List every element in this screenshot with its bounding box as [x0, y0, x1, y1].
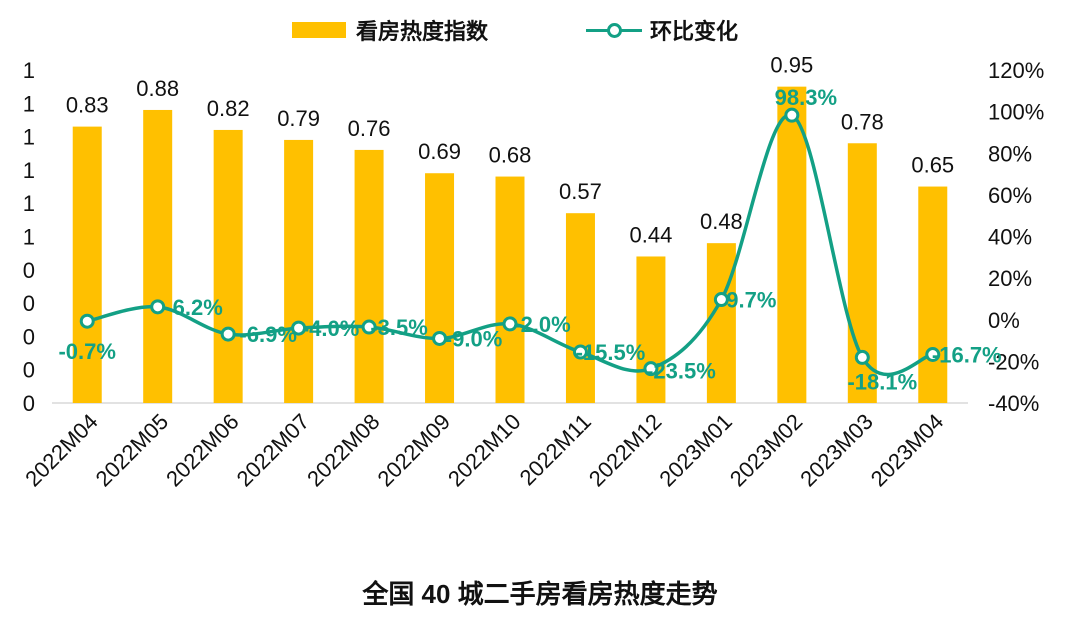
- line-point: [572, 344, 588, 360]
- line-value-label: -23.5%: [646, 359, 716, 384]
- bar: [777, 86, 807, 404]
- y-right-tick-label: 120%: [988, 58, 1044, 83]
- line-point: [432, 330, 448, 346]
- x-tick-label: 2022M12: [584, 409, 667, 492]
- line-point: [713, 292, 729, 308]
- line-point: [220, 326, 236, 342]
- y-left-tick-label: 1: [23, 58, 35, 83]
- bar: [706, 243, 736, 403]
- bar: [495, 176, 525, 403]
- y-right-tick-label: 0%: [988, 308, 1020, 333]
- line-point: [150, 299, 166, 315]
- legend-line-label: 环比变化: [650, 19, 739, 44]
- y-left-tick-label: 1: [23, 158, 35, 183]
- y-left-tick-label: 1: [23, 125, 35, 150]
- y-right-tick-label: 20%: [988, 266, 1032, 291]
- y-right-tick-label: -20%: [988, 349, 1039, 374]
- bar: [143, 109, 173, 404]
- bar: [425, 173, 455, 403]
- x-tick-label: 2022M08: [302, 409, 385, 492]
- y-left-tick-label: 0: [23, 258, 35, 283]
- line-value-label: -18.1%: [847, 369, 917, 394]
- bar-value-label: 0.44: [630, 222, 673, 247]
- bar: [354, 149, 384, 403]
- bar-value-label: 0.68: [489, 143, 532, 168]
- bar-value-label: 0.76: [348, 116, 391, 141]
- bar-value-label: 0.78: [841, 109, 884, 134]
- y-right-tick-label: -40%: [988, 391, 1039, 416]
- bar-value-label: 0.65: [911, 153, 954, 178]
- bar: [213, 129, 243, 403]
- bar-value-label: 0.79: [277, 106, 320, 131]
- line-point: [502, 316, 518, 332]
- line-value-label: 6.2%: [173, 295, 223, 320]
- legend-line-swatch: [586, 20, 642, 40]
- x-tick-label: 2022M11: [515, 409, 596, 490]
- bar-value-label: 0.83: [66, 93, 109, 118]
- line-value-label: -16.7%: [932, 343, 1002, 368]
- line-value-label: -6.9%: [239, 322, 296, 347]
- x-tick-label: 2023M01: [654, 409, 737, 492]
- line-value-label: -4.0%: [302, 316, 359, 341]
- bar: [565, 213, 595, 403]
- line-point: [925, 347, 941, 363]
- y-left-tick-label: 0: [23, 391, 35, 416]
- y-left-tick-label: 1: [23, 91, 35, 116]
- bar: [72, 126, 102, 404]
- line-value-label: -9.0%: [445, 326, 502, 351]
- line-value-label: -15.5%: [576, 340, 646, 365]
- line-value-label: -2.0%: [513, 312, 570, 337]
- chart-caption: 全国 40 城二手房看房热度走势: [362, 579, 718, 609]
- bar-value-label: 0.88: [136, 76, 179, 101]
- x-tick-label: 2022M07: [232, 409, 315, 492]
- y-right-tick-label: 80%: [988, 141, 1032, 166]
- x-tick-label: 2023M02: [725, 409, 808, 492]
- x-tick-label: 2022M05: [91, 409, 174, 492]
- line-point: [361, 319, 377, 335]
- line-point: [643, 361, 659, 377]
- legend-item-bar: 看房热度指数: [292, 14, 488, 46]
- line-value-label: -3.5%: [370, 315, 427, 340]
- x-tick-label: 2022M04: [20, 409, 103, 492]
- y-left-tick-label: 1: [23, 191, 35, 216]
- bar-value-label: 0.57: [559, 179, 602, 204]
- bar: [636, 256, 666, 403]
- x-tick-label: 2023M04: [866, 409, 949, 492]
- bar-value-label: 0.48: [700, 209, 743, 234]
- bar-value-label: 0.82: [207, 96, 250, 121]
- x-tick-label: 2022M09: [373, 409, 456, 492]
- legend-item-line: 环比变化: [586, 14, 738, 46]
- x-tick-label: 2022M06: [161, 409, 244, 492]
- y-left-tick-label: 0: [23, 358, 35, 383]
- legend-bar-swatch: [292, 22, 346, 38]
- y-right-tick-label: 40%: [988, 225, 1032, 250]
- y-left-tick-label: 0: [23, 291, 35, 316]
- legend-bar-label: 看房热度指数: [356, 19, 489, 44]
- line-value-label: -0.7%: [58, 339, 115, 364]
- x-tick-label: 2022M10: [443, 409, 526, 492]
- bar-value-label: 0.95: [770, 53, 813, 78]
- y-right-tick-label: 60%: [988, 183, 1032, 208]
- line-point: [291, 320, 307, 336]
- y-left-tick-label: 1: [23, 225, 35, 250]
- line-point: [854, 349, 870, 365]
- line-point: [79, 313, 95, 329]
- bar: [284, 139, 314, 403]
- y-left-tick-label: 0: [23, 324, 35, 349]
- line-value-label: 9.7%: [726, 288, 776, 313]
- x-tick-label: 2023M03: [795, 409, 878, 492]
- legend: 看房热度指数 环比变化: [0, 14, 1080, 44]
- line-point: [784, 107, 800, 123]
- bar-value-label: 0.69: [418, 139, 461, 164]
- bar: [918, 186, 948, 403]
- line-value-label: 98.3%: [775, 85, 837, 110]
- y-right-tick-label: 100%: [988, 100, 1044, 125]
